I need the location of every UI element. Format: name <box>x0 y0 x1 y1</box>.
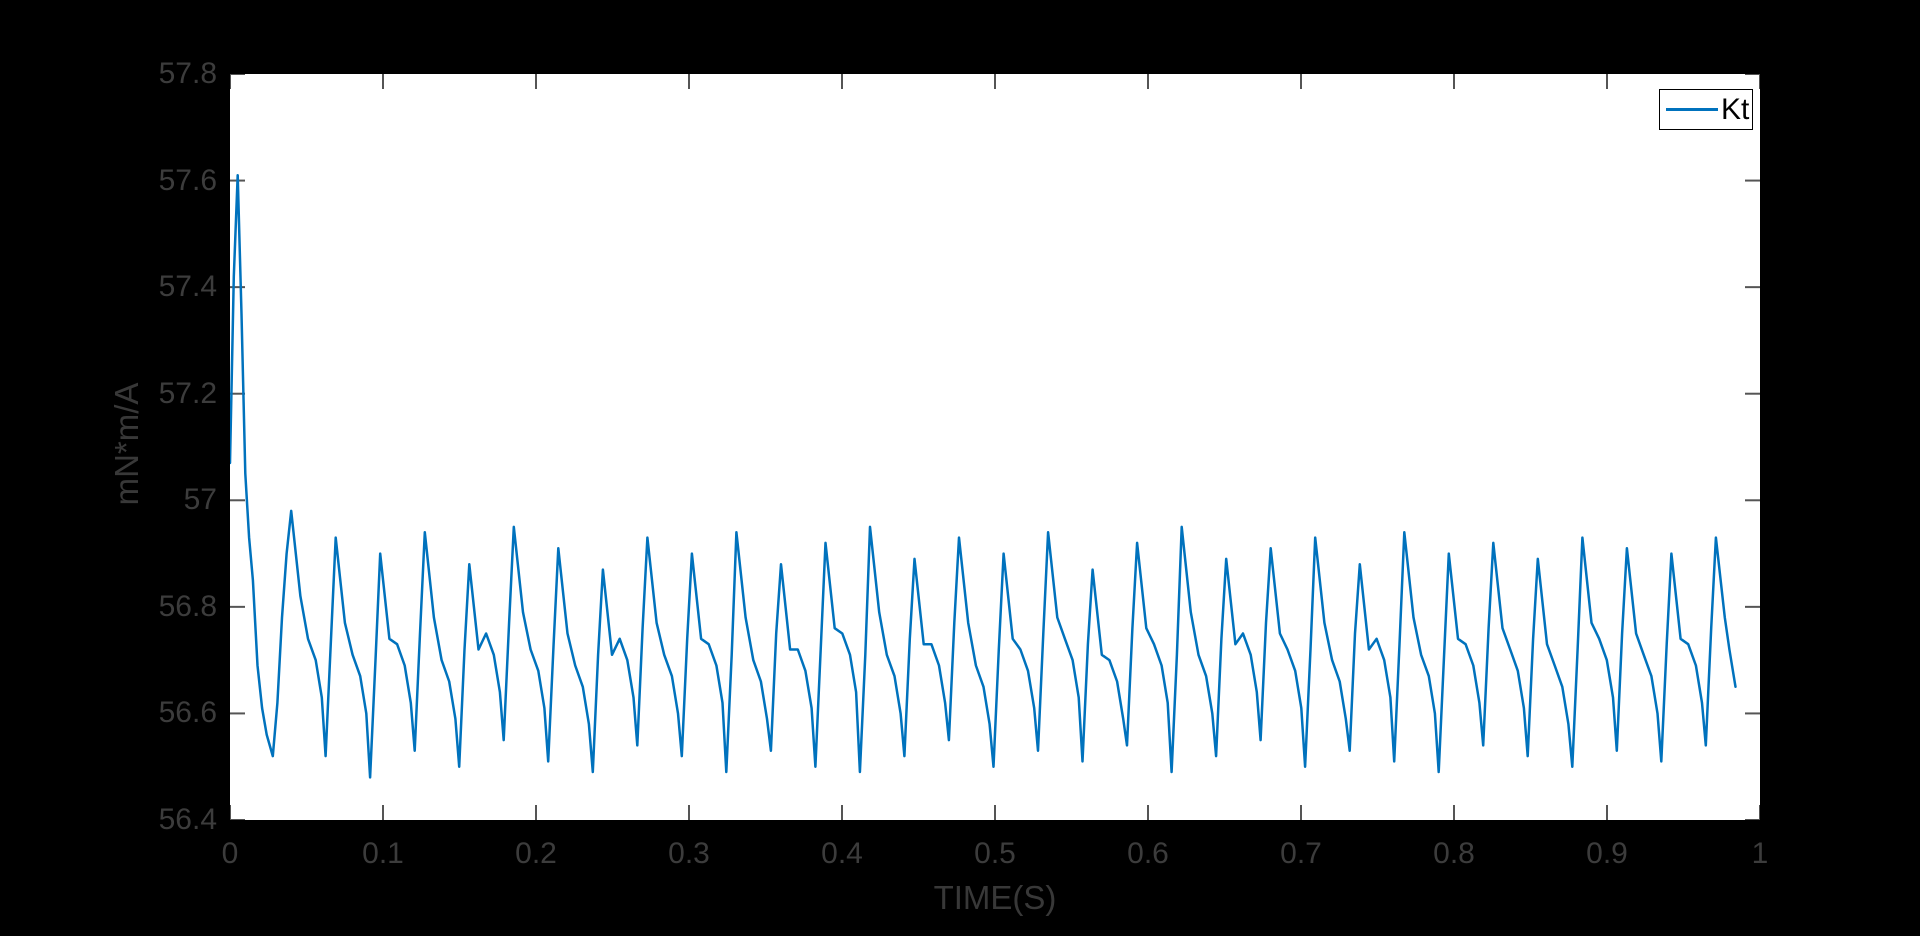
x-tick-label: 0.5 <box>974 837 1016 870</box>
x-tick-label: 1 <box>1751 837 1769 870</box>
x-tick-label: 0.8 <box>1433 837 1475 870</box>
x-tick-label: 0.7 <box>1280 837 1322 870</box>
signal-line-kt <box>230 173 1737 779</box>
y-tick-label: 56.4 <box>158 803 217 836</box>
x-tick-label: 0.4 <box>821 837 863 870</box>
x-tick-label: 0 <box>221 837 239 870</box>
y-tick-label: 57 <box>183 483 217 517</box>
y-tick-label: 57.2 <box>158 376 217 410</box>
y-tick-label: 56.6 <box>158 696 217 730</box>
y-tick-label: 57.6 <box>158 163 217 197</box>
x-tick-label: 0.3 <box>668 837 710 870</box>
y-tick-label: 56.8 <box>158 589 217 623</box>
legend-label: Kt <box>1721 93 1750 126</box>
x-tick-label: 0.9 <box>1586 837 1628 870</box>
x-tick-label: 0.1 <box>362 837 404 870</box>
x-tick-label: 0.2 <box>515 837 557 870</box>
legend-line-sample-icon <box>1666 108 1718 111</box>
plot-svg <box>230 74 1760 820</box>
legend[interactable]: Kt <box>1659 89 1753 130</box>
y-tick-label: 57.4 <box>158 270 217 304</box>
x-tick-label: 0.6 <box>1127 837 1169 870</box>
plot-area <box>230 74 1760 820</box>
x-axis-label: TIME(S) <box>933 879 1057 916</box>
y-tick-label: 57.8 <box>158 57 217 90</box>
